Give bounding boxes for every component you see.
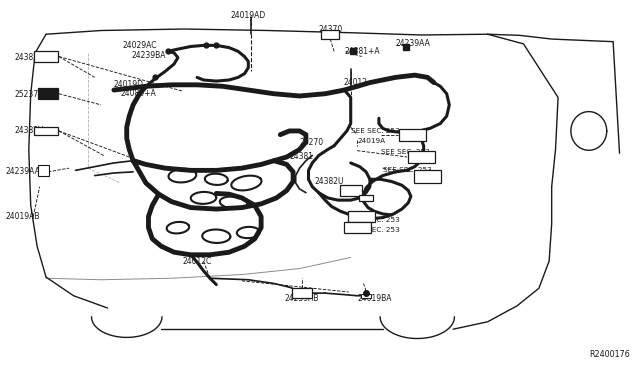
Text: SEE SEC. 253: SEE SEC. 253	[351, 227, 399, 233]
Bar	[359, 195, 373, 201]
Text: 24239AB: 24239AB	[285, 294, 319, 303]
Text: 24382V: 24382V	[14, 126, 44, 135]
Bar	[321, 29, 339, 39]
Text: 24382W: 24382W	[14, 53, 45, 62]
Text: 24382U: 24382U	[315, 177, 344, 186]
Text: 24381+A: 24381+A	[344, 47, 380, 56]
Text: 24019AD: 24019AD	[230, 11, 266, 20]
Bar	[408, 151, 435, 163]
Text: 24019D: 24019D	[114, 80, 144, 89]
Text: 24381: 24381	[289, 153, 314, 161]
Bar	[34, 127, 58, 135]
Bar	[38, 165, 49, 176]
Text: 24270: 24270	[300, 138, 324, 147]
Bar	[340, 185, 362, 196]
Text: 24012: 24012	[343, 78, 367, 87]
Text: R2400176: R2400176	[589, 350, 630, 359]
Text: SEE SEC. 253: SEE SEC. 253	[351, 128, 399, 134]
Text: 24080+A: 24080+A	[120, 89, 156, 98]
Bar	[414, 170, 441, 183]
Bar	[292, 288, 312, 298]
Text: SEE SEC. 253: SEE SEC. 253	[381, 149, 429, 155]
Text: 24019A: 24019A	[357, 138, 385, 144]
Text: 24029AC: 24029AC	[123, 41, 157, 50]
Bar	[348, 211, 375, 222]
Text: 24239AA: 24239AA	[5, 167, 40, 176]
Text: 24239BA: 24239BA	[131, 51, 166, 60]
Text: 24019BA: 24019BA	[357, 294, 392, 303]
Bar	[344, 222, 371, 233]
Text: 24370: 24370	[319, 25, 343, 33]
Bar	[34, 51, 58, 62]
Bar	[361, 294, 371, 298]
Text: SEE SEC. 253: SEE SEC. 253	[351, 217, 399, 223]
Text: 25237M: 25237M	[14, 90, 45, 99]
Bar	[399, 129, 426, 141]
Bar	[38, 88, 58, 99]
Text: 24012C: 24012C	[182, 257, 212, 266]
Text: SEE SEC. 253: SEE SEC. 253	[383, 167, 431, 173]
Text: 24019AB: 24019AB	[5, 212, 40, 221]
Text: 24239AA: 24239AA	[396, 39, 430, 48]
